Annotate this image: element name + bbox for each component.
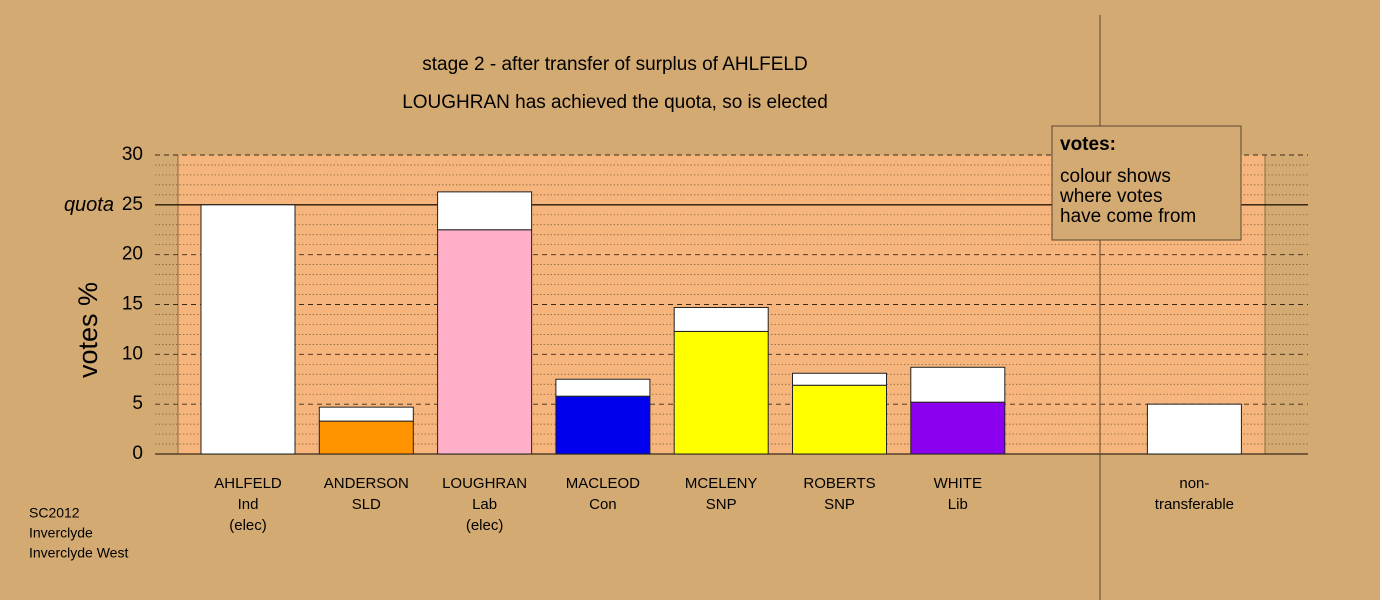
x-tick-label: (elec)	[229, 517, 267, 534]
footnote: SC2012	[29, 505, 80, 521]
bar-segment	[437, 191, 533, 231]
bar-segment	[437, 229, 533, 455]
y-axis-label: votes %	[73, 282, 103, 378]
bar-segment	[318, 406, 414, 422]
x-tick-label: non-	[1179, 475, 1209, 492]
legend-box	[1051, 125, 1242, 241]
x-tick-label: SNP	[824, 496, 855, 513]
y-tick-label: 15	[122, 294, 143, 315]
bar-segment	[910, 401, 1006, 455]
bar-segment	[1146, 403, 1242, 455]
bar-segment	[673, 330, 769, 455]
legend-text: where votes	[1059, 186, 1162, 207]
bar-segment	[792, 372, 887, 386]
x-tick-label: (elec)	[466, 517, 504, 534]
footnote: Inverclyde	[29, 525, 93, 541]
x-tick-label: MCELENY	[685, 475, 758, 492]
x-tick-label: Con	[589, 496, 617, 513]
x-tick-label: Ind	[238, 496, 259, 513]
x-tick-label: ANDERSON	[324, 475, 409, 492]
bar-segment	[318, 420, 414, 455]
y-tick-label: 0	[132, 443, 143, 464]
footnote: Inverclyde West	[29, 545, 128, 561]
legend-title: votes:	[1060, 134, 1116, 155]
bar-segment	[910, 366, 1006, 403]
x-tick-label: Lib	[948, 496, 968, 513]
chart-subtitle: LOUGHRAN has achieved the quota, so is e…	[402, 92, 828, 113]
x-tick-label: AHLFELD	[214, 475, 282, 492]
y-tick-label: 5	[132, 393, 143, 414]
x-tick-label: SLD	[352, 496, 381, 513]
x-tick-label: Lab	[472, 496, 497, 513]
bar-segment	[200, 204, 296, 455]
x-tick-label: transferable	[1155, 496, 1234, 513]
bar-segment	[673, 306, 769, 332]
y-tick-label: 10	[122, 343, 143, 364]
bar-segment	[555, 378, 651, 397]
x-tick-label: SNP	[706, 496, 737, 513]
x-tick-label: ROBERTS	[803, 475, 875, 492]
bar-segment	[792, 384, 887, 455]
x-tick-label: WHITE	[934, 475, 982, 492]
legend-text: colour shows	[1060, 166, 1171, 187]
y-tick-label: 30	[122, 144, 143, 165]
legend-text: have come from	[1060, 206, 1196, 227]
quota-label: quota	[64, 194, 114, 216]
x-tick-label: LOUGHRAN	[442, 475, 527, 492]
y-tick-label: 20	[122, 244, 143, 265]
x-tick-label: MACLEOD	[566, 475, 640, 492]
bar-segment	[555, 395, 651, 455]
chart-title: stage 2 - after transfer of surplus of A…	[422, 54, 807, 75]
y-tick-label: 25	[122, 194, 143, 215]
